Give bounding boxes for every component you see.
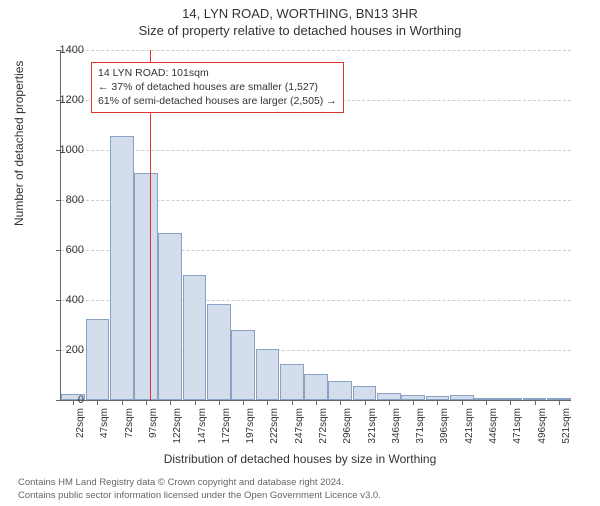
xtick-mark <box>170 400 171 405</box>
xtick-label: 371sqm <box>415 408 426 444</box>
xtick-mark <box>219 400 220 405</box>
y-axis-label: Number of detached properties <box>12 61 26 226</box>
gridline-h <box>61 50 571 51</box>
xtick-label: 321sqm <box>367 408 378 444</box>
xtick-mark <box>437 400 438 405</box>
page-title-subtitle: Size of property relative to detached ho… <box>0 23 600 38</box>
xtick-mark <box>243 400 244 405</box>
histogram-bar <box>158 233 182 401</box>
ytick-label: 1000 <box>44 144 84 156</box>
histogram-bar <box>86 319 110 400</box>
xtick-mark <box>340 400 341 405</box>
xtick-mark <box>462 400 463 405</box>
xtick-label: 396sqm <box>439 408 450 444</box>
xtick-mark <box>510 400 511 405</box>
histogram-bar <box>231 330 255 400</box>
ytick-label: 0 <box>44 394 84 406</box>
ytick-label: 400 <box>44 294 84 306</box>
gridline-h <box>61 150 571 151</box>
info-box-line2: ← 37% of detached houses are smaller (1,… <box>98 80 337 94</box>
histogram-bar <box>377 393 401 401</box>
xtick-label: 272sqm <box>318 408 329 444</box>
ytick-label: 600 <box>44 244 84 256</box>
xtick-mark <box>292 400 293 405</box>
xtick-mark <box>413 400 414 405</box>
histogram-plot: 14 LYN ROAD: 101sqm← 37% of detached hou… <box>60 50 571 401</box>
xtick-mark <box>365 400 366 405</box>
histogram-bar <box>134 173 158 401</box>
histogram-bar <box>280 364 304 400</box>
xtick-label: 496sqm <box>537 408 548 444</box>
footer-line1: Contains HM Land Registry data © Crown c… <box>18 477 381 489</box>
xtick-mark <box>146 400 147 405</box>
ytick-label: 1400 <box>44 44 84 56</box>
ytick-label: 1200 <box>44 94 84 106</box>
histogram-bar <box>353 386 377 400</box>
page-title-address: 14, LYN ROAD, WORTHING, BN13 3HR <box>0 6 600 21</box>
histogram-bar <box>304 374 328 400</box>
histogram-bar <box>183 275 207 400</box>
xtick-mark <box>267 400 268 405</box>
ytick-label: 200 <box>44 344 84 356</box>
info-box-line1: 14 LYN ROAD: 101sqm <box>98 66 337 80</box>
info-box-line3: 61% of semi-detached houses are larger (… <box>98 94 337 108</box>
xtick-label: 346sqm <box>391 408 402 444</box>
chart-plot-area: 14 LYN ROAD: 101sqm← 37% of detached hou… <box>60 50 570 400</box>
xtick-label: 22sqm <box>75 408 86 438</box>
footer-attribution: Contains HM Land Registry data © Crown c… <box>18 477 381 502</box>
xtick-label: 97sqm <box>148 408 159 438</box>
xtick-mark <box>389 400 390 405</box>
xtick-mark <box>316 400 317 405</box>
xtick-label: 446sqm <box>488 408 499 444</box>
xtick-label: 247sqm <box>294 408 305 444</box>
xtick-label: 421sqm <box>464 408 475 444</box>
xtick-label: 521sqm <box>561 408 572 444</box>
histogram-bar <box>256 349 280 400</box>
xtick-label: 147sqm <box>197 408 208 444</box>
histogram-bar <box>110 136 134 400</box>
xtick-label: 222sqm <box>269 408 280 444</box>
xtick-label: 122sqm <box>172 408 183 444</box>
xtick-label: 197sqm <box>245 408 256 444</box>
xtick-mark <box>535 400 536 405</box>
x-axis-label: Distribution of detached houses by size … <box>0 452 600 466</box>
xtick-label: 172sqm <box>221 408 232 444</box>
ytick-label: 800 <box>44 194 84 206</box>
xtick-label: 72sqm <box>124 408 135 438</box>
xtick-mark <box>559 400 560 405</box>
xtick-mark <box>195 400 196 405</box>
xtick-mark <box>122 400 123 405</box>
xtick-mark <box>486 400 487 405</box>
histogram-bar <box>207 304 231 400</box>
info-box: 14 LYN ROAD: 101sqm← 37% of detached hou… <box>91 62 344 113</box>
footer-line2: Contains public sector information licen… <box>18 490 381 502</box>
xtick-label: 47sqm <box>99 408 110 438</box>
xtick-mark <box>97 400 98 405</box>
histogram-bar <box>328 381 352 400</box>
xtick-label: 471sqm <box>512 408 523 444</box>
xtick-label: 296sqm <box>342 408 353 444</box>
